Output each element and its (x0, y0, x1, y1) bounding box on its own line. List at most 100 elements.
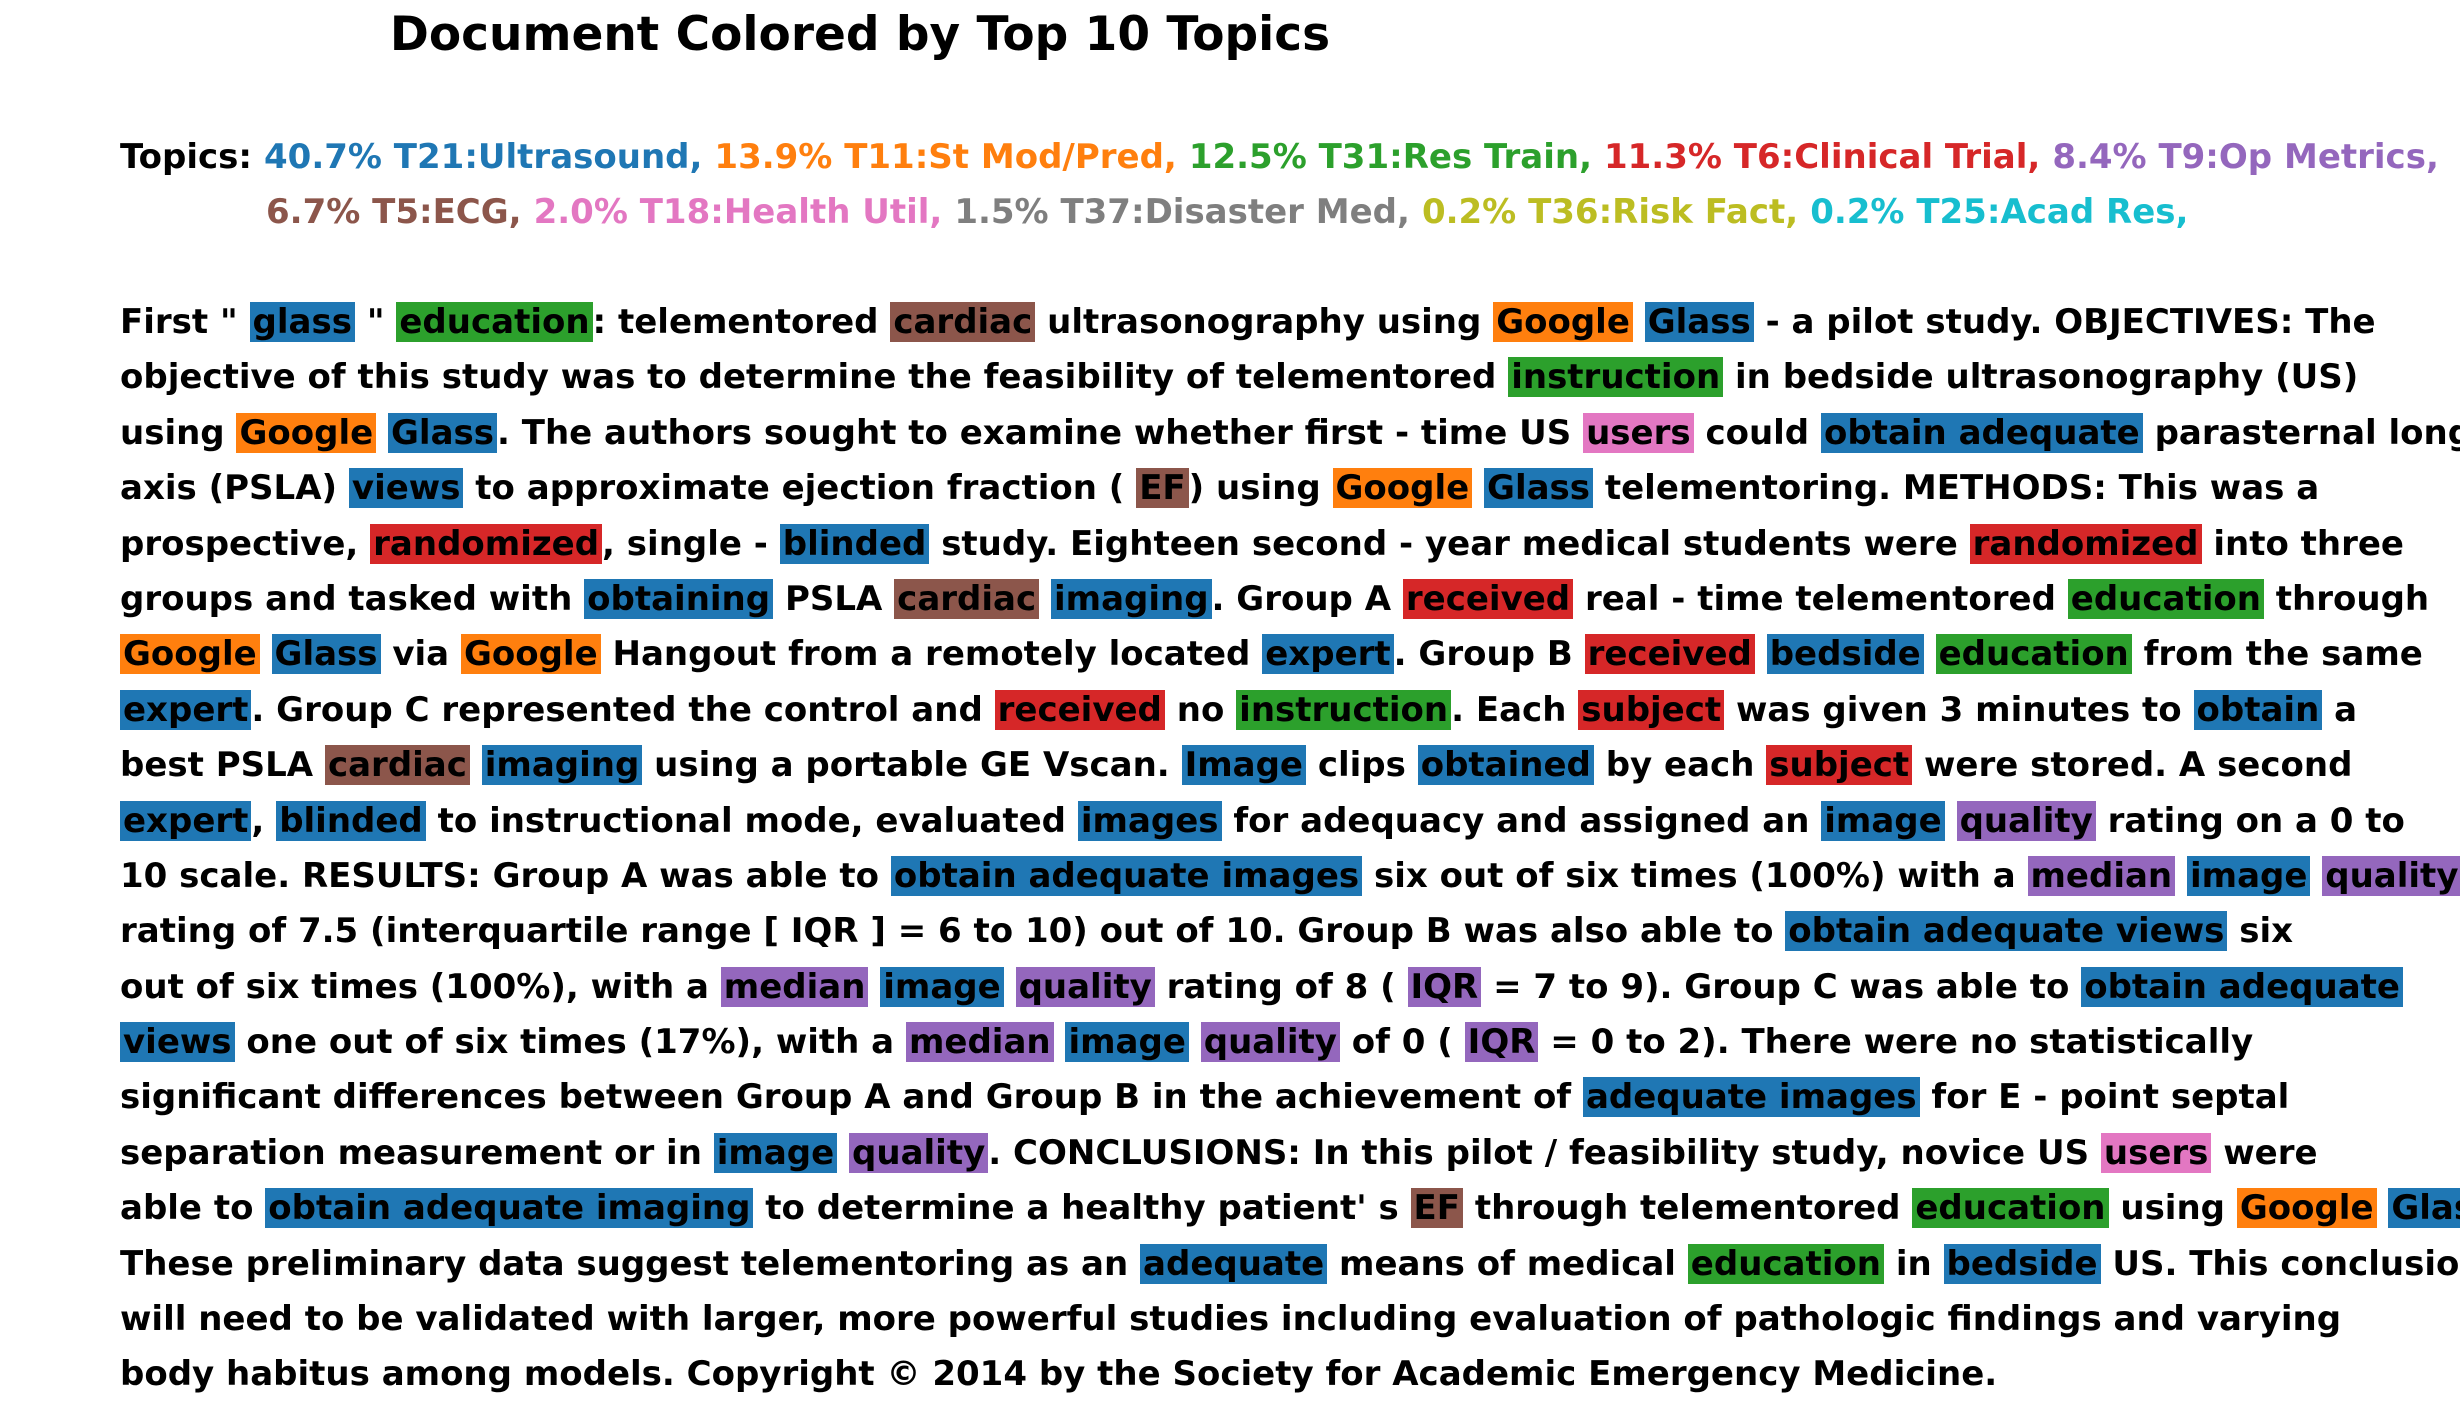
topic-highlight-t21: expert (120, 689, 252, 730)
topic-highlight-t5: cardiac (324, 745, 470, 786)
text-segment: " (366, 302, 385, 342)
topic-highlight-t6: subject (1578, 689, 1725, 730)
text-segment: in (1895, 1243, 1932, 1284)
text-segment: means of medical (1339, 1243, 1676, 1284)
text-line: views one out of six times (17%), with a… (120, 1015, 2455, 1070)
topic-highlight-t31: instruction (1236, 689, 1452, 730)
topic-highlight-t21: blinded (779, 523, 930, 564)
text-line: prospective, randomized, single - blinde… (120, 517, 2455, 572)
text-segment: . Group C represented the control and (251, 689, 983, 730)
text-segment: real - time telementored (1584, 578, 2056, 619)
text-line: significant differences between Group A … (120, 1070, 2455, 1125)
legend-topic: 0.2% T36:Risk Fact, (1421, 192, 1799, 232)
text-line: objective of this study was to determine… (120, 350, 2455, 405)
text-segment: study. Eighteen second - year medical st… (941, 523, 1958, 564)
topic-highlight-t21: images (1077, 800, 1222, 841)
topic-highlight-t21: imaging (481, 745, 643, 786)
text-segment: Hangout from a remotely located (612, 634, 1251, 675)
topic-highlight-t21: adequate images (1582, 1077, 1920, 1118)
topic-highlight-t6: received (994, 689, 1165, 730)
text-line: best PSLA cardiac imaging using a portab… (120, 738, 2455, 793)
topic-highlight-t9: IQR (1407, 966, 1482, 1007)
text-segment: parasternal long (2154, 412, 2460, 453)
text-segment: , single - (602, 523, 768, 564)
text-segment: separation measurement or in (120, 1132, 702, 1173)
text-segment: First " (120, 302, 238, 342)
text-line: expert. Group C represented the control … (120, 683, 2455, 738)
text-segment: using a portable GE Vscan. (654, 745, 1170, 786)
text-segment: . The authors sought to examine whether … (497, 412, 1572, 453)
text-segment: could (1705, 412, 1810, 453)
text-segment: six out of six times (100%) with a (1373, 855, 2016, 896)
text-segment: was given 3 minutes to (1736, 689, 2182, 730)
text-segment: using (120, 412, 225, 453)
text-segment: by each (1605, 745, 1755, 786)
topic-highlight-t21: image (1065, 1022, 1189, 1063)
topic-highlight-t21: blinded (276, 800, 426, 841)
text-segment: ultrasonography using (1047, 302, 1482, 342)
topic-highlight-t21: image (1821, 800, 1945, 841)
text-segment: clips (1317, 745, 1406, 786)
text-line: groups and tasked with obtaining PSLA ca… (120, 572, 2455, 627)
text-segment: PSLA (784, 578, 883, 619)
topic-highlight-t6: randomized (1969, 523, 2202, 564)
legend-row-2: 6.7% T5:ECG, 2.0% T18:Health Util, 1.5% T3… (120, 185, 2450, 240)
topic-highlight-t21: Glass (1484, 468, 1594, 509)
text-line: body habitus among models. Copyright © 2… (120, 1347, 2455, 1402)
topic-highlight-t21: obtain adequate (1821, 412, 2143, 453)
topic-highlight-t11: Google (1332, 468, 1473, 509)
topic-highlight-t21: obtain adequate views (1785, 911, 2228, 952)
topic-highlight-t9: median (905, 1022, 1054, 1063)
topic-highlight-t21: Glass (271, 634, 381, 675)
text-segment: . CONCLUSIONS: In this pilot / feasibili… (988, 1132, 2090, 1173)
text-segment: These preliminary data suggest telemento… (120, 1243, 1129, 1284)
legend-topic: 8.4% T9:Op Metrics, (2052, 137, 2439, 177)
text-segment: best PSLA (120, 745, 314, 786)
text-segment: rating of 7.5 (interquartile range [ IQR… (120, 911, 1774, 952)
text-segment: - a pilot study. OBJECTIVES: The (1765, 302, 2376, 342)
text-segment: US. This conclusion (2112, 1243, 2460, 1284)
text-segment: able to (120, 1188, 254, 1229)
topic-highlight-t18: users (1583, 412, 1694, 453)
legend-topic: 0.2% T25:Acad Res, (1810, 192, 2189, 232)
text-segment: telementoring. METHODS: This was a (1604, 468, 2320, 509)
text-segment: . Group A (1211, 578, 1392, 619)
document-text: First " glass " education: telementored … (120, 295, 2460, 1403)
text-segment: , (251, 800, 265, 841)
topic-highlight-t6: received (1402, 578, 1574, 619)
legend-topic: 12.5% T31:Res Train, (1188, 137, 1592, 177)
topic-highlight-t31: education (1912, 1188, 2109, 1229)
legend-topic: 2.0% T18:Health Util, (533, 192, 943, 232)
text-segment: rating on a 0 to (2107, 800, 2405, 841)
text-line: separation measurement or in image quali… (120, 1126, 2455, 1181)
topic-highlight-t11: Google (2236, 1188, 2377, 1229)
text-segment: will need to be validated with larger, m… (120, 1299, 2342, 1340)
text-segment: through (2275, 578, 2430, 619)
text-line: out of six times (100%), with a median i… (120, 960, 2455, 1015)
topic-highlight-t9: median (720, 966, 869, 1007)
text-line: axis (PSLA) views to approximate ejectio… (120, 461, 2455, 516)
text-segment: to determine a healthy patient' s (765, 1188, 1399, 1229)
text-segment: a (2334, 689, 2358, 730)
legend-topic: 1.5% T37:Disaster Med, (954, 192, 1410, 232)
topic-highlight-t21: Glass (388, 412, 497, 453)
legend-row-1: Topics: 40.7% T21:Ultrasound, 13.9% T11:St… (120, 130, 2450, 185)
text-segment: = 0 to 2). There were no statistically (1550, 1022, 2254, 1063)
topic-highlight-t6: received (1584, 634, 1755, 675)
topic-highlight-t6: randomized (370, 523, 603, 564)
topic-highlight-t21: image (880, 966, 1004, 1007)
topic-highlight-t31: education (1687, 1243, 1884, 1284)
text-line: These preliminary data suggest telemento… (120, 1237, 2460, 1292)
topic-highlight-t9: IQR (1464, 1022, 1539, 1063)
text-line: expert, blinded to instructional mode, e… (120, 794, 2455, 849)
topic-highlight-t9: quality (2322, 855, 2460, 896)
topic-highlight-t11: Google (120, 634, 260, 675)
text-segment: six (2239, 911, 2294, 952)
topic-highlight-t5: EF (1136, 468, 1189, 509)
text-segment: through telementored (1474, 1188, 1901, 1229)
topic-highlight-t21: adequate (1140, 1243, 1328, 1284)
topic-highlight-t31: education (2067, 578, 2264, 619)
text-line: using Google Glass. The authors sought t… (120, 406, 2460, 461)
text-segment: were (2223, 1132, 2318, 1173)
text-segment: axis (PSLA) (120, 468, 338, 509)
